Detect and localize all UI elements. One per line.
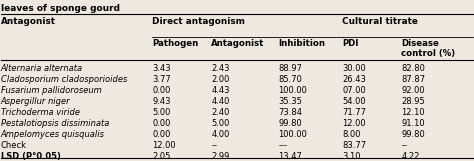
Text: 73.84: 73.84: [278, 108, 302, 117]
Text: 2.43: 2.43: [211, 64, 230, 73]
Text: Direct antagonism: Direct antagonism: [152, 17, 245, 26]
Text: LSD (P°0.05): LSD (P°0.05): [0, 152, 61, 161]
Text: 4.00: 4.00: [211, 130, 230, 139]
Text: 5.00: 5.00: [152, 108, 171, 117]
Text: Alternaria alternata: Alternaria alternata: [0, 64, 83, 73]
Text: leaves of sponge gourd: leaves of sponge gourd: [0, 4, 120, 13]
Text: 4.22: 4.22: [401, 152, 420, 161]
Text: ---: ---: [278, 141, 287, 150]
Text: PDI: PDI: [342, 39, 359, 48]
Text: 28.95: 28.95: [401, 97, 425, 106]
Text: Disease
control (%): Disease control (%): [401, 39, 456, 58]
Text: 91.10: 91.10: [401, 119, 425, 128]
Text: 26.43: 26.43: [342, 75, 366, 84]
Text: Pathogen: Pathogen: [152, 39, 199, 48]
Text: Cladosporium cladosporioides: Cladosporium cladosporioides: [0, 75, 127, 84]
Text: 07.00: 07.00: [342, 86, 366, 95]
Text: --: --: [401, 141, 407, 150]
Text: Pestalotiopsis dissiminata: Pestalotiopsis dissiminata: [0, 119, 109, 128]
Text: 5.00: 5.00: [211, 119, 230, 128]
Text: 100.00: 100.00: [278, 130, 307, 139]
Text: Antagonist: Antagonist: [211, 39, 264, 48]
Text: 13.47: 13.47: [278, 152, 302, 161]
Text: 87.87: 87.87: [401, 75, 426, 84]
Text: Trichoderma viride: Trichoderma viride: [0, 108, 80, 117]
Text: 83.77: 83.77: [342, 141, 366, 150]
Text: 2.40: 2.40: [211, 108, 230, 117]
Text: 9.43: 9.43: [152, 97, 171, 106]
Text: Inhibition: Inhibition: [278, 39, 325, 48]
Text: 3.43: 3.43: [152, 64, 171, 73]
Text: 0.00: 0.00: [152, 130, 171, 139]
Text: 3.77: 3.77: [152, 75, 171, 84]
Text: Check: Check: [0, 141, 27, 150]
Text: 85.70: 85.70: [278, 75, 302, 84]
Text: 0.00: 0.00: [152, 119, 171, 128]
Text: Aspergillur niger: Aspergillur niger: [0, 97, 70, 106]
Text: 12.00: 12.00: [152, 141, 176, 150]
Text: 92.00: 92.00: [401, 86, 425, 95]
Text: Ampelomyces quisqualis: Ampelomyces quisqualis: [0, 130, 105, 139]
Text: 12.10: 12.10: [401, 108, 425, 117]
Text: 54.00: 54.00: [342, 97, 366, 106]
Text: 88.97: 88.97: [278, 64, 302, 73]
Text: 2.00: 2.00: [211, 75, 230, 84]
Text: 4.40: 4.40: [211, 97, 230, 106]
Text: 99.80: 99.80: [278, 119, 302, 128]
Text: 0.00: 0.00: [152, 86, 171, 95]
Text: 4.43: 4.43: [211, 86, 230, 95]
Text: Cultural titrate: Cultural titrate: [342, 17, 418, 26]
Text: 99.80: 99.80: [401, 130, 425, 139]
Text: 82.80: 82.80: [401, 64, 425, 73]
Text: 30.00: 30.00: [342, 64, 366, 73]
Text: 35.35: 35.35: [278, 97, 302, 106]
Text: Fusarium pallidoroseum: Fusarium pallidoroseum: [0, 86, 101, 95]
Text: 2.05: 2.05: [152, 152, 171, 161]
Text: 3.10: 3.10: [342, 152, 361, 161]
Text: 71.77: 71.77: [342, 108, 366, 117]
Text: Antagonist: Antagonist: [0, 17, 55, 26]
Text: 8.00: 8.00: [342, 130, 361, 139]
Text: 100.00: 100.00: [278, 86, 307, 95]
Text: 2.99: 2.99: [211, 152, 230, 161]
Text: --: --: [211, 141, 217, 150]
Text: 12.00: 12.00: [342, 119, 366, 128]
